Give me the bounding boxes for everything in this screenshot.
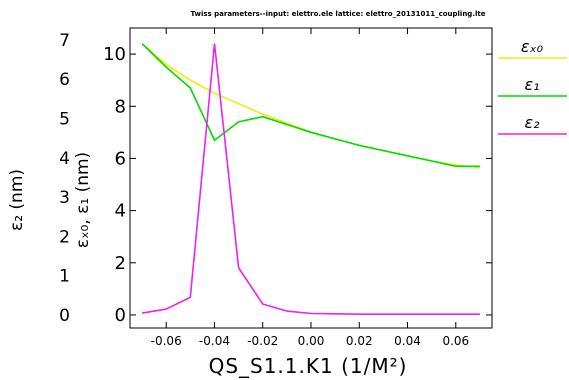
x-axis: -0.06 -0.04 -0.02 0.00 0.02 0.04 0.06: [151, 28, 469, 348]
y-tick-label: 6: [115, 148, 126, 169]
y2-tick-label: 6: [59, 70, 70, 90]
y-axis-inner: 0 2 4 6 8 10: [103, 44, 492, 326]
y2-tick-label: 1: [59, 267, 70, 287]
series-lines: [141, 43, 480, 316]
chart-title: Twiss parameters--input: elettro.ele lat…: [191, 10, 486, 18]
y-tick-label: 4: [115, 201, 126, 222]
x-axis-label: QS_S1.1.K1 (1/M²): [209, 354, 408, 378]
y-axis-outer: 0 1 2 3 4 5 6 7: [59, 31, 70, 326]
x-tick-label: 0.02: [346, 334, 373, 348]
series-line-1: [141, 43, 480, 168]
series-line-0: [141, 43, 480, 169]
legend: εₓ₀ ε₁ ε₂: [498, 37, 567, 135]
y-tick-label: 2: [115, 253, 126, 274]
x-tick-label: -0.06: [151, 334, 182, 348]
y-axis-label-outer: ε₂ (nm): [7, 169, 27, 231]
plot-frame: [129, 27, 493, 329]
x-tick-label: -0.04: [199, 334, 230, 348]
y-tick-label: 0: [115, 305, 126, 326]
legend-label: ε₁: [524, 75, 539, 94]
y2-tick-label: 5: [59, 109, 70, 129]
y2-tick-label: 4: [59, 149, 70, 169]
legend-label: εₓ₀: [521, 37, 544, 56]
y2-tick-label: 3: [59, 188, 70, 208]
series-line-2: [141, 43, 480, 316]
x-tick-label: -0.02: [247, 334, 278, 348]
y-tick-label: 10: [103, 44, 126, 65]
y-axis-label-inner: εₓ₀, ε₁ (nm): [73, 152, 93, 248]
x-tick-label: 0.04: [394, 334, 421, 348]
y2-tick-label: 2: [59, 227, 70, 247]
x-tick-label: 0.00: [298, 334, 325, 348]
y-tick-label: 8: [115, 96, 126, 117]
legend-label: ε₂: [524, 113, 540, 132]
x-tick-label: 0.06: [442, 334, 469, 348]
y2-tick-label: 0: [59, 306, 70, 326]
y2-tick-label: 7: [59, 31, 70, 51]
